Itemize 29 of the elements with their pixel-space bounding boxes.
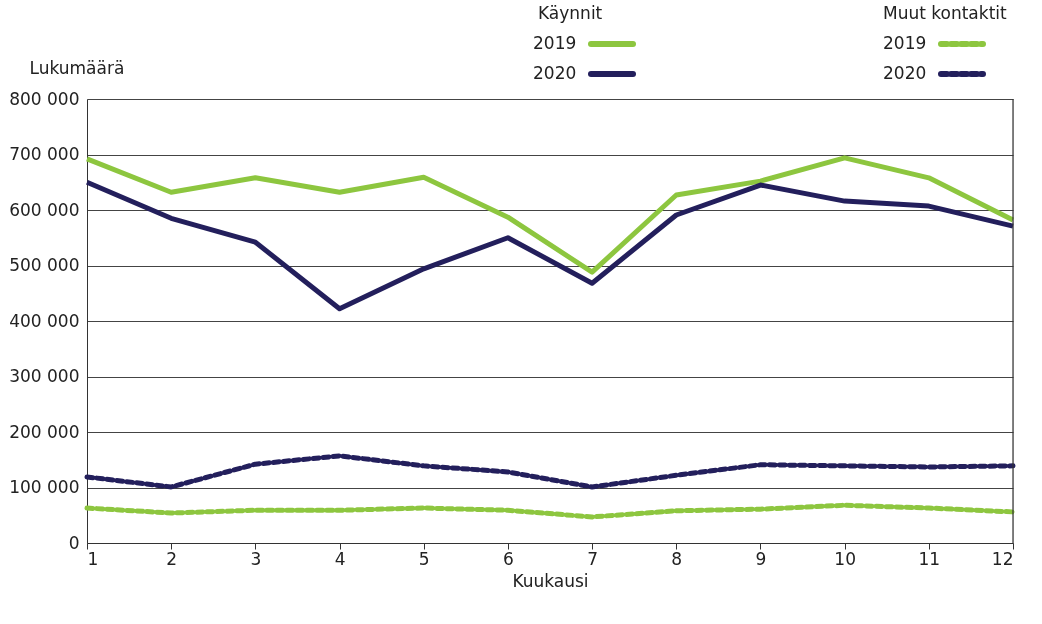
legend-label: 2019 — [533, 33, 577, 53]
y-tick-label: 0 — [68, 532, 80, 553]
x-tick-label: 6 — [503, 548, 514, 569]
x-tick-label: 10 — [834, 548, 856, 569]
y-tick-label: 600 000 — [9, 199, 80, 220]
y-tick-label: 200 000 — [9, 421, 80, 442]
legend-label: 2019 — [883, 33, 927, 53]
x-tick-label: 9 — [755, 548, 767, 569]
x-tick-label: 7 — [587, 548, 599, 569]
x-tick-label: 1 — [87, 548, 99, 569]
x-tick-label: 2 — [166, 548, 178, 569]
y-tick-label: 700 000 — [9, 144, 80, 164]
legend-label: 2020 — [533, 63, 577, 83]
x-tick-label: 3 — [250, 548, 262, 569]
x-tick-label: 11 — [918, 548, 941, 569]
y-tick-label: 400 000 — [9, 310, 80, 331]
y-tick-label: 300 000 — [9, 366, 80, 386]
legend-label: 2020 — [883, 63, 927, 83]
text: Käynnit — [538, 3, 603, 23]
text: Muut kontaktit — [883, 3, 1008, 23]
y-axis-title: Lukumäärä — [29, 57, 125, 78]
x-tick-label: 8 — [671, 548, 683, 569]
x-tick-label: 12 — [991, 548, 1014, 569]
x-tick-label: 5 — [418, 548, 430, 569]
y-tick-label: 100 000 — [9, 477, 80, 497]
x-axis-title: Kuukausi — [512, 570, 589, 591]
y-tick-label: 800 000 — [9, 88, 80, 109]
y-tick-label: 500 000 — [9, 255, 80, 275]
x-tick-label: 4 — [334, 548, 346, 569]
